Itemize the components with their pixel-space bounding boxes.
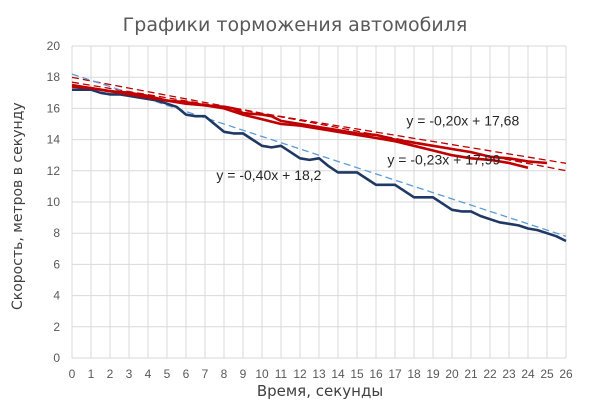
y-tick-label: 10 xyxy=(47,195,61,209)
x-tick-label: 24 xyxy=(521,367,535,381)
x-tick-label: 21 xyxy=(464,367,478,381)
x-tick-label: 14 xyxy=(331,367,345,381)
x-tick-label: 8 xyxy=(221,367,228,381)
y-tick-label: 2 xyxy=(53,320,60,334)
trendline xyxy=(71,81,567,164)
x-tick-label: 10 xyxy=(255,367,269,381)
x-tick-label: 26 xyxy=(559,367,573,381)
x-tick-label: 3 xyxy=(126,367,133,381)
y-tick-label: 18 xyxy=(47,70,61,84)
y-tick-label: 14 xyxy=(47,133,61,147)
x-tick-label: 13 xyxy=(312,367,326,381)
x-tick-label: 25 xyxy=(540,367,554,381)
x-tick-label: 12 xyxy=(293,367,307,381)
series-line xyxy=(71,85,529,169)
trendline xyxy=(71,73,567,237)
x-tick-label: 18 xyxy=(407,367,421,381)
x-tick-label: 11 xyxy=(275,367,288,381)
trendline-equation: y = -0,20x + 17,68 xyxy=(406,113,519,129)
y-tick-label: 4 xyxy=(53,289,60,303)
x-tick-label: 16 xyxy=(369,367,383,381)
x-axis-label: Время, секунды xyxy=(256,382,384,400)
y-tick-label: 12 xyxy=(47,164,61,178)
x-tick-label: 6 xyxy=(183,367,190,381)
x-tick-label: 17 xyxy=(388,367,402,381)
trendline-equation: y = -0,40x + 18,2 xyxy=(216,167,321,183)
x-tick-label: 23 xyxy=(502,367,516,381)
chart-title: Графики торможения автомобиля xyxy=(122,14,468,36)
y-tick-label: 8 xyxy=(53,226,60,240)
x-tick-label: 4 xyxy=(145,367,152,381)
trendline-equation: y = -0,23x + 17,99 xyxy=(387,152,500,168)
x-tick-label: 7 xyxy=(202,367,209,381)
x-tick-label: 0 xyxy=(69,367,76,381)
y-tick-label: 20 xyxy=(47,39,61,53)
y-tick-label: 6 xyxy=(53,257,60,271)
y-tick-label: 0 xyxy=(53,351,60,365)
y-tick-label: 16 xyxy=(47,101,61,115)
x-tick-label: 1 xyxy=(88,367,95,381)
x-tick-label: 20 xyxy=(445,367,459,381)
x-tick-label: 2 xyxy=(107,367,114,381)
x-tick-label: 9 xyxy=(240,367,247,381)
x-tick-label: 15 xyxy=(350,367,364,381)
x-tick-label: 5 xyxy=(164,367,171,381)
x-tick-label: 22 xyxy=(483,367,497,381)
series-line xyxy=(72,88,567,243)
x-tick-label: 19 xyxy=(426,367,440,381)
